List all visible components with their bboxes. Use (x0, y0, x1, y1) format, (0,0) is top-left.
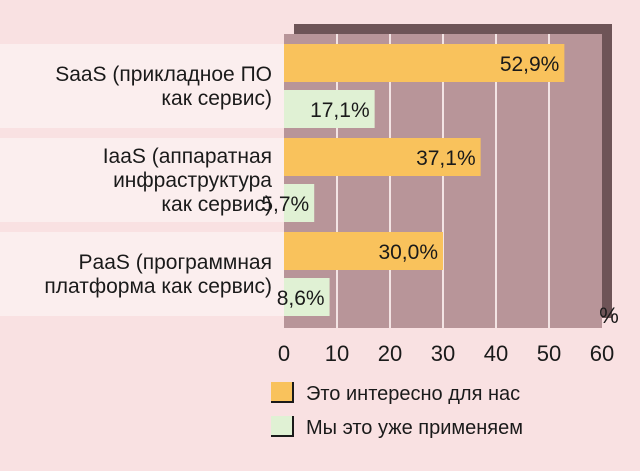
x-tick-label: 0 (278, 341, 290, 366)
bars (284, 44, 565, 316)
category-label: PaaS (программная платформа как сервис) (44, 251, 272, 298)
data-label: 52,9% (500, 53, 560, 76)
legend-label: Это интересно для нас (306, 383, 520, 405)
legend-swatch (271, 382, 293, 402)
category-band-2 (0, 232, 284, 316)
x-tick-label: 50 (537, 341, 561, 366)
category-band-0 (0, 44, 284, 128)
category-bands (0, 44, 284, 316)
x-unit-label: % (599, 303, 619, 328)
legend-label: Мы это уже применяем (306, 417, 523, 439)
bar-using-1 (284, 184, 315, 222)
category-label: IaaS (аппаратная инфраструктура как сервис… (103, 145, 273, 216)
x-tick-label: 30 (431, 341, 455, 366)
gridlines (336, 34, 550, 328)
labels: 52,9% 17,1% SaaS (прикладное ПО как сервис)… (44, 53, 559, 310)
category-label: SaaS (прикладное ПО как сервис) (55, 63, 272, 110)
data-label: 5,7% (261, 193, 309, 216)
legend: Это интересно для нас Мы это уже применяе… (271, 382, 523, 439)
data-label: 17,1% (310, 99, 370, 122)
data-label: 37,1% (416, 147, 476, 170)
data-label: 30,0% (378, 241, 438, 264)
x-tick-label: 10 (325, 341, 349, 366)
data-label: 8,6% (277, 287, 325, 310)
bar-interested-2 (284, 232, 443, 270)
bar-interested-0 (284, 44, 565, 82)
legend-swatch-border (271, 382, 294, 403)
x-tick-label: 20 (378, 341, 402, 366)
bar-interested-1 (284, 138, 481, 176)
x-tick-label: 60 (590, 341, 614, 366)
x-tick-label: 40 (484, 341, 508, 366)
legend-swatch (271, 416, 293, 436)
legend-swatch-border (271, 416, 294, 437)
bar-using-0 (284, 90, 375, 128)
bar-using-2 (284, 278, 330, 316)
x-axis-ticks: 0 10 20 30 40 50 60 (278, 341, 614, 366)
category-band-1 (0, 138, 284, 222)
